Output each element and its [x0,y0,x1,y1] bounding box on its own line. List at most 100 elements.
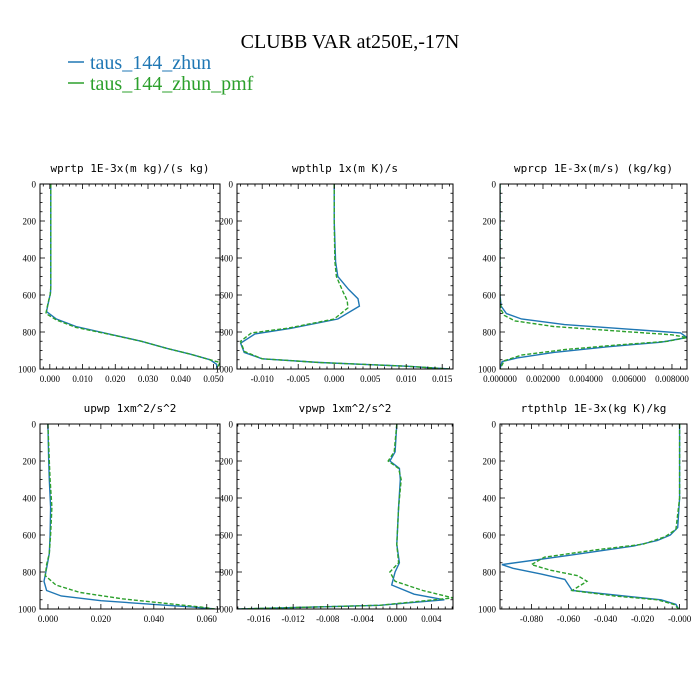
y-tick-label: 1000 [18,605,37,615]
y-tick-label: 400 [23,494,37,504]
x-tick-label: 0.005 [360,374,381,384]
y-tick-label: 600 [220,291,234,301]
x-tick-label: 0.002000 [526,374,560,384]
y-tick-label: 1000 [215,605,234,615]
panel-3: wprcp 1E-3x(m/s) (kg/kg) 0 200 400 600 800 100… [478,162,689,384]
x-tick-label: 0.040 [171,374,192,384]
y-tick-label: 600 [483,291,497,301]
x-tick-label: 0.040 [144,614,165,624]
y-tick-label: 400 [483,494,497,504]
x-tick-label: 0.004 [421,614,442,624]
series-line-zhun-pmf [239,184,450,369]
x-tick-label: 0.050 [203,374,224,384]
series-line-zhun-pmf [500,184,687,369]
legend-label-1: taus_144_zhun [90,52,211,74]
y-tick-label: 400 [23,254,37,264]
panel-6: rtpthlp 1E-3x(kg K)/kg 0 200 400 600 800 1000 -… [478,402,692,624]
series-line-zhun [237,424,445,609]
x-tick-label: -0.008 [316,614,340,624]
y-tick-label: 200 [23,457,37,467]
y-tick-label: 800 [483,328,497,338]
y-tick-label: 0 [492,180,497,190]
x-tick-label: -0.010 [251,374,275,384]
x-tick-label: 0.000 [387,614,408,624]
legend: taus_144_zhun taus_144_zhun_pmf [68,52,254,95]
x-tick-label: 0.015 [432,374,453,384]
panel-2: wpthlp 1x(m K)/s 0 200 400 600 800 1000 -0.010 -… [215,162,454,384]
plot-frame [236,423,454,610]
series-line-zhun-pmf [44,424,215,609]
y-tick-label: 0 [229,180,234,190]
y-tick-label: 400 [220,254,234,264]
x-tick-label: -0.000 [668,614,692,624]
series-line-zhun-pmf [45,184,220,369]
plot-frame [39,183,221,370]
panel-title: rtpthlp 1E-3x(kg K)/kg [521,402,667,415]
panel-title: vpwp 1xm^2/s^2 [299,402,392,415]
x-tick-label: 0.060 [197,614,218,624]
x-tick-label: -0.012 [282,614,305,624]
x-tick-label: 0.000 [38,614,59,624]
y-tick-label: 1000 [18,365,37,375]
x-tick-label: 0.030 [138,374,159,384]
y-tick-label: 1000 [478,605,497,615]
y-tick-label: 200 [23,217,37,227]
x-tick-label: -0.080 [520,614,544,624]
figure-title: CLUBB VAR at250E,-17N [241,31,460,53]
plot-frame [499,423,688,610]
x-tick-label: 0.000 [40,374,61,384]
y-tick-label: 0 [229,420,234,430]
y-tick-label: 1000 [478,365,497,375]
x-tick-label: 0.020 [105,374,126,384]
y-tick-label: 200 [220,217,234,227]
x-tick-label: -0.005 [287,374,311,384]
x-tick-label: 0.008000 [655,374,689,384]
x-tick-label: 0.010 [396,374,417,384]
y-tick-label: 200 [220,457,234,467]
series-line-zhun [43,424,215,609]
x-tick-label: 0.020 [91,614,112,624]
plot-frame [236,183,454,370]
y-tick-label: 600 [23,531,37,541]
panel-title: wprtp 1E-3x(m kg)/(s kg) [51,162,210,175]
y-tick-label: 400 [220,494,234,504]
y-tick-label: 600 [23,291,37,301]
series-line-zhun [239,184,450,369]
legend-label-2: taus_144_zhun_pmf [90,73,254,95]
y-tick-label: 0 [32,420,37,430]
x-tick-label: -0.016 [247,614,271,624]
y-tick-label: 200 [483,457,497,467]
panel-5: vpwp 1xm^2/s^2 0 200 400 600 800 1000 -0.016 -0.… [215,402,454,624]
panels: wprtp 1E-3x(m kg)/(s kg) 0 200 400 600 800 100… [18,162,692,624]
series-line-zhun-pmf [529,424,681,609]
y-tick-label: 800 [23,568,37,578]
plot-frame [39,423,221,610]
series-line-zhun [501,424,681,609]
x-tick-label: 0.000 [324,374,345,384]
panel-title: wpthlp 1x(m K)/s [292,162,398,175]
x-tick-label: -0.060 [557,614,581,624]
x-tick-label: -0.020 [631,614,655,624]
y-tick-label: 600 [220,531,234,541]
x-tick-label: 0.006000 [612,374,646,384]
y-tick-label: 400 [483,254,497,264]
panel-1: wprtp 1E-3x(m kg)/(s kg) 0 200 400 600 800 100… [18,162,224,384]
x-tick-label: 0.004000 [569,374,603,384]
y-tick-label: 0 [492,420,497,430]
x-tick-label: 0.010 [72,374,93,384]
series-line-zhun-pmf [237,424,453,609]
x-tick-label: -0.040 [594,614,618,624]
series-line-zhun [45,184,218,369]
y-tick-label: 600 [483,531,497,541]
y-tick-label: 800 [483,568,497,578]
y-tick-label: 0 [32,180,37,190]
x-tick-label: 0.000000 [483,374,517,384]
panel-title: wprcp 1E-3x(m/s) (kg/kg) [514,162,673,175]
y-tick-label: 800 [220,328,234,338]
panel-title: upwp 1xm^2/s^2 [84,402,177,415]
y-tick-label: 800 [23,328,37,338]
y-tick-label: 800 [220,568,234,578]
y-tick-label: 1000 [215,365,234,375]
